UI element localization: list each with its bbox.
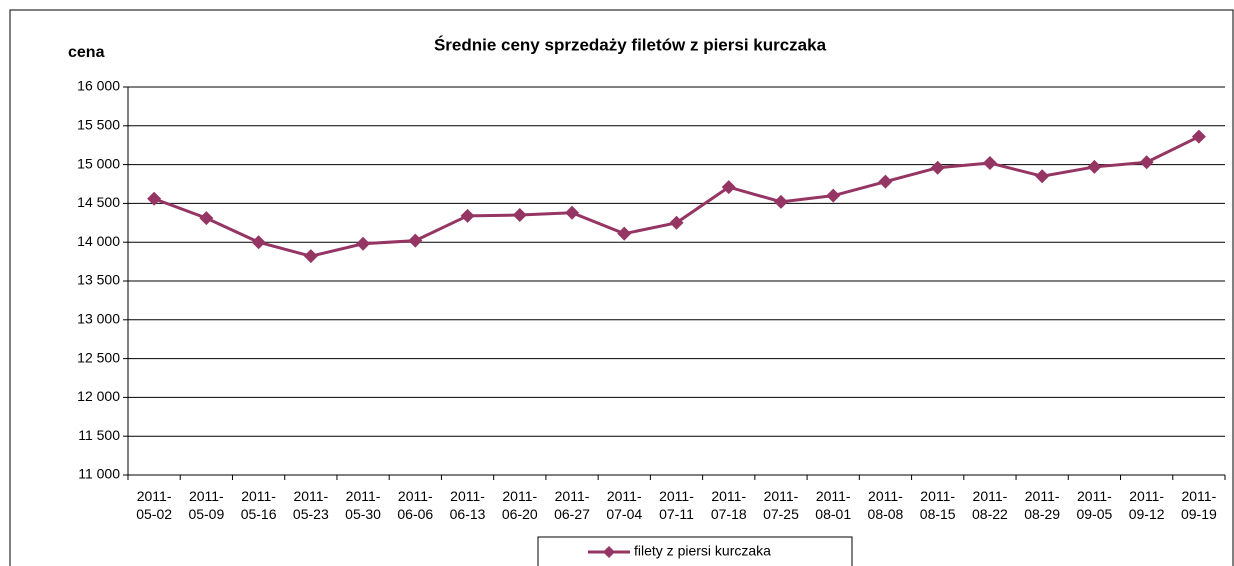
data-point xyxy=(565,205,580,220)
x-tick-label: 2011-05-16 xyxy=(240,488,277,522)
data-point xyxy=(826,188,841,203)
x-tick-label: 2011-05-23 xyxy=(292,488,329,522)
data-point xyxy=(1035,169,1050,184)
y-tick-label: 15 500 xyxy=(77,117,120,133)
x-tick-label: 2011-08-29 xyxy=(1024,488,1061,522)
x-tick-label: 2011-07-25 xyxy=(763,488,799,522)
data-point xyxy=(356,236,371,251)
y-tick-label: 11 000 xyxy=(78,466,120,482)
x-tick-label: 2011-05-30 xyxy=(345,488,381,522)
x-tick-label: 2011-06-20 xyxy=(501,488,538,522)
data-point xyxy=(1139,155,1154,170)
data-point xyxy=(669,215,684,230)
y-tick-label: 13 500 xyxy=(77,272,120,288)
chart-title: Średnie ceny sprzedaży filetów z piersi … xyxy=(434,35,827,54)
x-tick-label: 2011-08-22 xyxy=(972,488,1008,522)
series-line xyxy=(153,135,1200,258)
data-point xyxy=(1191,129,1206,144)
x-tick-label: 2011-07-11 xyxy=(659,488,694,522)
x-tick-label: 2011-06-13 xyxy=(449,488,486,522)
y-tick-label: 11 500 xyxy=(78,427,120,443)
x-tick-label: 2011-08-08 xyxy=(867,488,904,522)
x-tick-label: 2011-05-02 xyxy=(136,488,173,522)
data-point xyxy=(147,191,162,206)
x-tick-label: 2011-08-01 xyxy=(815,488,852,522)
data-point xyxy=(930,160,945,175)
x-tick-label: 2011-07-04 xyxy=(606,488,643,522)
y-tick-label: 16 000 xyxy=(77,78,120,94)
data-point xyxy=(982,156,997,171)
x-tick-label: 2011-06-06 xyxy=(397,488,434,522)
x-tick-label: 2011-07-18 xyxy=(710,488,747,522)
y-tick-label: 15 000 xyxy=(77,155,120,171)
data-point xyxy=(460,208,475,223)
data-point xyxy=(303,249,318,264)
data-point xyxy=(878,174,893,189)
data-point xyxy=(251,235,266,250)
x-tick-label: 2011-09-05 xyxy=(1076,488,1113,522)
y-tick-label: 12 000 xyxy=(77,388,120,404)
chart-frame xyxy=(9,9,1234,566)
legend-marker xyxy=(603,546,615,558)
data-point xyxy=(773,194,788,209)
x-tick-label: 2011-09-12 xyxy=(1128,488,1165,522)
y-tick-label: 12 500 xyxy=(77,349,120,365)
x-tick-label: 2011-05-09 xyxy=(188,488,225,522)
y-tick-label: 13 000 xyxy=(77,311,120,327)
y-axis-title: cena xyxy=(68,44,105,61)
x-tick-label: 2011-09-19 xyxy=(1180,488,1217,522)
legend-label: filety z piersi kurczaka xyxy=(634,543,771,559)
x-tick-label: 2011-08-15 xyxy=(919,488,956,522)
data-point xyxy=(1087,159,1102,174)
data-point xyxy=(408,233,423,248)
data-point xyxy=(199,211,214,226)
y-tick-label: 14 000 xyxy=(77,233,120,249)
data-point xyxy=(617,226,632,241)
x-tick-label: 2011-06-27 xyxy=(554,488,590,522)
data-point xyxy=(512,208,527,223)
y-tick-label: 14 500 xyxy=(77,194,120,210)
data-point xyxy=(721,180,736,195)
